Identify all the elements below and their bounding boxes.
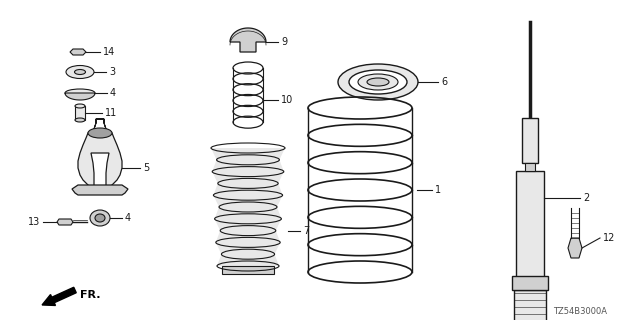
Polygon shape — [70, 49, 86, 55]
Ellipse shape — [349, 70, 407, 94]
Text: 14: 14 — [103, 47, 115, 57]
Ellipse shape — [95, 214, 105, 222]
Text: 4: 4 — [110, 88, 116, 98]
Ellipse shape — [75, 118, 85, 122]
Text: 7: 7 — [303, 226, 309, 236]
Bar — [222, 266, 274, 274]
Polygon shape — [78, 133, 122, 188]
Polygon shape — [568, 238, 582, 258]
Text: 9: 9 — [281, 37, 287, 47]
Bar — [516, 171, 544, 281]
Bar — [75, 106, 85, 120]
Ellipse shape — [367, 78, 389, 86]
Polygon shape — [72, 185, 128, 195]
Polygon shape — [57, 219, 73, 225]
Text: 5: 5 — [143, 163, 149, 173]
Text: 4: 4 — [125, 213, 131, 223]
Bar — [512, 276, 548, 290]
Polygon shape — [88, 119, 112, 135]
Text: 13: 13 — [28, 217, 40, 227]
Ellipse shape — [74, 69, 86, 75]
Ellipse shape — [90, 210, 110, 226]
Text: 11: 11 — [105, 108, 117, 118]
Polygon shape — [65, 93, 95, 100]
Bar — [514, 290, 546, 320]
Ellipse shape — [358, 74, 398, 90]
Ellipse shape — [75, 104, 85, 108]
FancyArrow shape — [42, 287, 76, 306]
Text: 1: 1 — [435, 185, 441, 195]
Text: 3: 3 — [109, 67, 115, 77]
Text: FR.: FR. — [80, 290, 100, 300]
Text: TZ54B3000A: TZ54B3000A — [553, 308, 607, 316]
Bar — [522, 118, 538, 163]
Text: 10: 10 — [281, 95, 293, 105]
Text: 12: 12 — [603, 233, 616, 243]
Text: 2: 2 — [583, 193, 589, 203]
Ellipse shape — [338, 64, 418, 100]
Polygon shape — [211, 148, 285, 266]
Polygon shape — [230, 28, 266, 52]
Bar — [525, 163, 535, 171]
Ellipse shape — [65, 89, 95, 97]
Ellipse shape — [66, 66, 94, 78]
Ellipse shape — [88, 128, 112, 138]
Text: 6: 6 — [441, 77, 447, 87]
